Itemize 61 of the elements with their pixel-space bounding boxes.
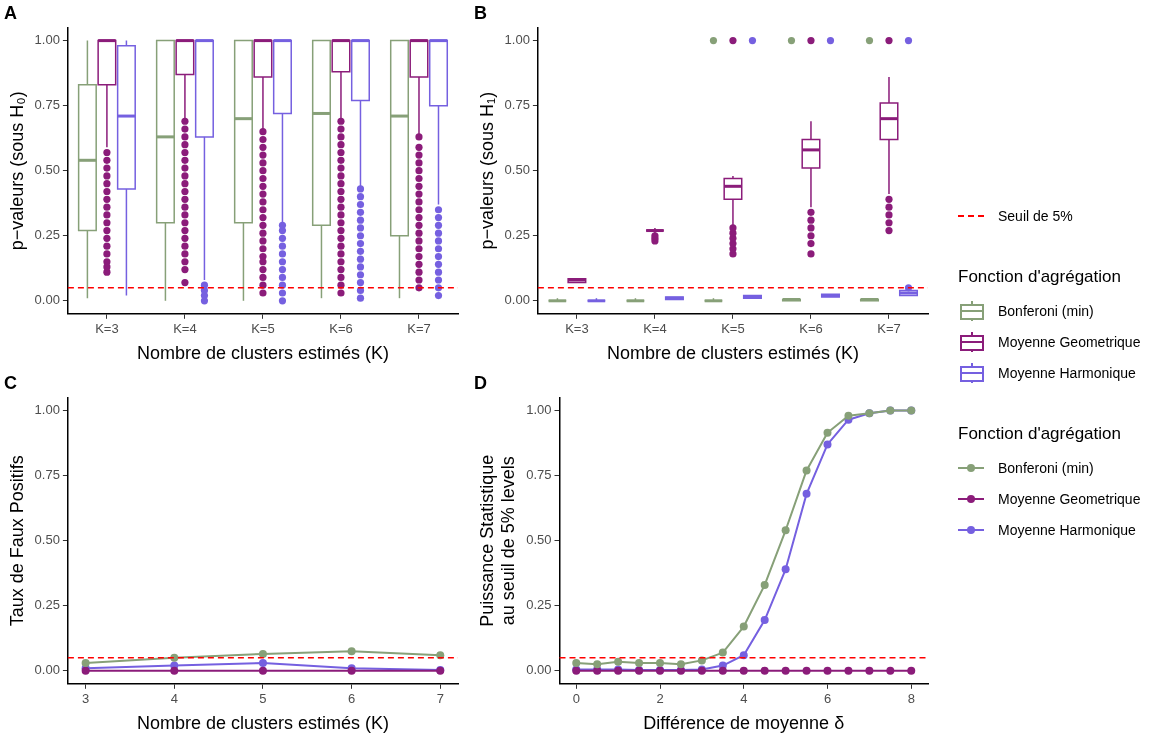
x-axis-title: Nombre de clusters estimés (K): [606, 343, 859, 364]
legend-label: Moyenne Harmonique: [998, 364, 1136, 381]
y-tick-label: 0.25: [526, 597, 552, 613]
x-tick-label: 5: [259, 691, 267, 707]
x-tick-label: K=3: [95, 321, 119, 337]
x-axis-title: Différence de moyenne δ: [643, 713, 845, 734]
y-tick-label: 0.75: [504, 97, 530, 113]
y-axis-title: p−valeurs (sous H₁): [476, 91, 497, 250]
chart-title: B: [474, 2, 487, 23]
x-tick-label: 6: [823, 691, 832, 707]
y-tick-label: 0.25: [34, 597, 60, 613]
y-tick-label: 0.25: [504, 227, 530, 243]
x-tick-label: K=3: [565, 321, 589, 337]
y-tick-label: 0.50: [526, 532, 552, 548]
x-tick-label: 3: [82, 691, 90, 707]
y-tick-label: 0.00: [504, 292, 530, 308]
y-axis-title: Puissance Statistique au seuil de 5% levels: [476, 454, 519, 627]
x-tick-label: K=5: [251, 321, 275, 337]
legend-label: Moyenne Geometrique: [998, 333, 1141, 350]
x-tick-label: K=5: [721, 321, 745, 337]
x-tick-label: 4: [170, 691, 178, 707]
x-tick-label: K=7: [877, 321, 901, 337]
x-tick-label: K=7: [407, 321, 431, 337]
x-tick-label: K=6: [329, 321, 353, 337]
y-tick-label: 0.00: [34, 662, 60, 678]
y-tick-label: 0.00: [34, 292, 60, 308]
y-tick-label: 0.50: [34, 532, 60, 548]
x-tick-label: 7: [436, 691, 444, 707]
legend-label: Seuil de 5%: [998, 207, 1073, 224]
y-tick-label: 1.00: [34, 402, 60, 418]
y-tick-label: 1.00: [34, 32, 60, 48]
x-tick-label: 6: [347, 691, 356, 707]
y-axis-title: p−valeurs (sous H₀): [6, 91, 27, 251]
y-axis-title: Taux de Faux Positifs: [6, 455, 27, 627]
legend-title: Fonction d'agrégation: [958, 267, 1122, 287]
y-tick-label: 1.00: [526, 402, 552, 418]
x-axis-title: Nombre de clusters estimés (K): [136, 343, 389, 364]
chart-title: D: [474, 372, 487, 393]
x-tick-label: K=6: [799, 321, 823, 337]
legend-label: Moyenne Harmonique: [998, 521, 1136, 538]
x-tick-label: 8: [907, 691, 915, 707]
legend-title: Fonction d'agrégation: [958, 424, 1122, 444]
y-tick-label: 0.50: [504, 162, 530, 178]
legend-label: Bonferoni (min): [998, 302, 1094, 319]
x-tick-label: K=4: [643, 321, 667, 337]
y-tick-label: 0.00: [526, 662, 552, 678]
x-tick-label: 0: [572, 691, 580, 707]
legend-label: Moyenne Geometrique: [998, 490, 1141, 507]
y-tick-label: 0.50: [34, 162, 60, 178]
y-tick-label: 0.75: [526, 467, 552, 483]
chart-title: C: [4, 372, 17, 393]
x-tick-label: 4: [740, 691, 748, 707]
y-tick-label: 0.25: [34, 227, 60, 243]
y-tick-label: 0.75: [34, 467, 60, 483]
y-tick-label: 0.75: [34, 97, 60, 113]
chart-title: A: [4, 2, 17, 23]
x-tick-label: 2: [656, 691, 664, 707]
x-axis-title: Nombre de clusters estimés (K): [136, 713, 389, 734]
x-tick-label: K=4: [173, 321, 197, 337]
legend-label: Bonferoni (min): [998, 459, 1094, 476]
y-tick-label: 1.00: [504, 32, 530, 48]
